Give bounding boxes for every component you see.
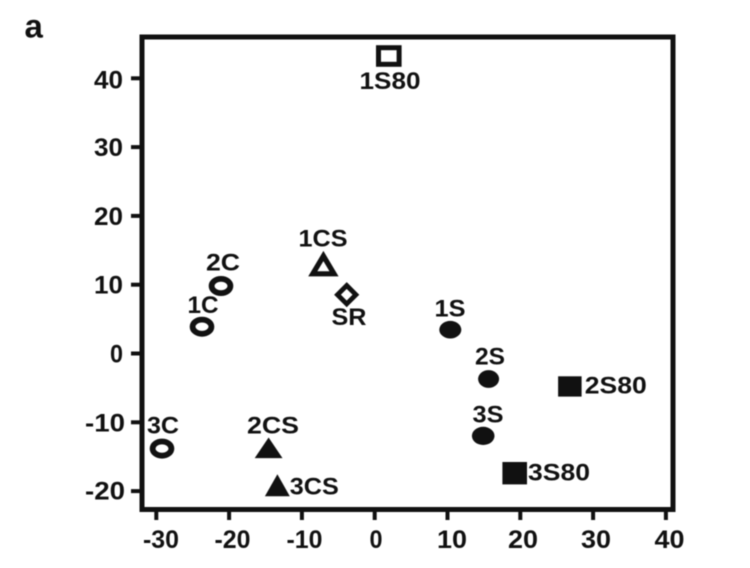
- svg-text:20: 20: [508, 526, 538, 554]
- svg-text:1S: 1S: [435, 295, 466, 322]
- svg-text:1CS: 1CS: [299, 225, 348, 252]
- svg-text:1C: 1C: [188, 292, 219, 319]
- svg-text:SR: SR: [332, 304, 367, 331]
- svg-text:40: 40: [655, 526, 685, 554]
- svg-text:3C: 3C: [147, 412, 179, 439]
- svg-text:-10: -10: [85, 409, 125, 437]
- svg-text:-20: -20: [215, 526, 251, 554]
- svg-text:2CS: 2CS: [247, 412, 299, 439]
- svg-text:0: 0: [370, 526, 383, 554]
- svg-text:2C: 2C: [206, 249, 240, 276]
- svg-text:40: 40: [94, 66, 123, 94]
- svg-text:1S80: 1S80: [360, 68, 421, 95]
- svg-text:30: 30: [94, 134, 123, 162]
- svg-text:3S: 3S: [473, 401, 504, 428]
- svg-text:3CS: 3CS: [290, 473, 339, 500]
- svg-text:0: 0: [110, 341, 123, 369]
- svg-text:-10: -10: [287, 526, 323, 554]
- svg-text:2S80: 2S80: [585, 372, 647, 399]
- svg-text:10: 10: [437, 526, 467, 554]
- svg-text:20: 20: [94, 203, 123, 231]
- svg-text:30: 30: [581, 526, 611, 554]
- svg-text:-20: -20: [85, 478, 125, 506]
- svg-text:-30: -30: [143, 526, 179, 554]
- svg-text:10: 10: [94, 272, 123, 300]
- svg-text:3S80: 3S80: [528, 459, 590, 486]
- svg-text:a: a: [25, 7, 44, 44]
- svg-text:2S: 2S: [475, 343, 505, 370]
